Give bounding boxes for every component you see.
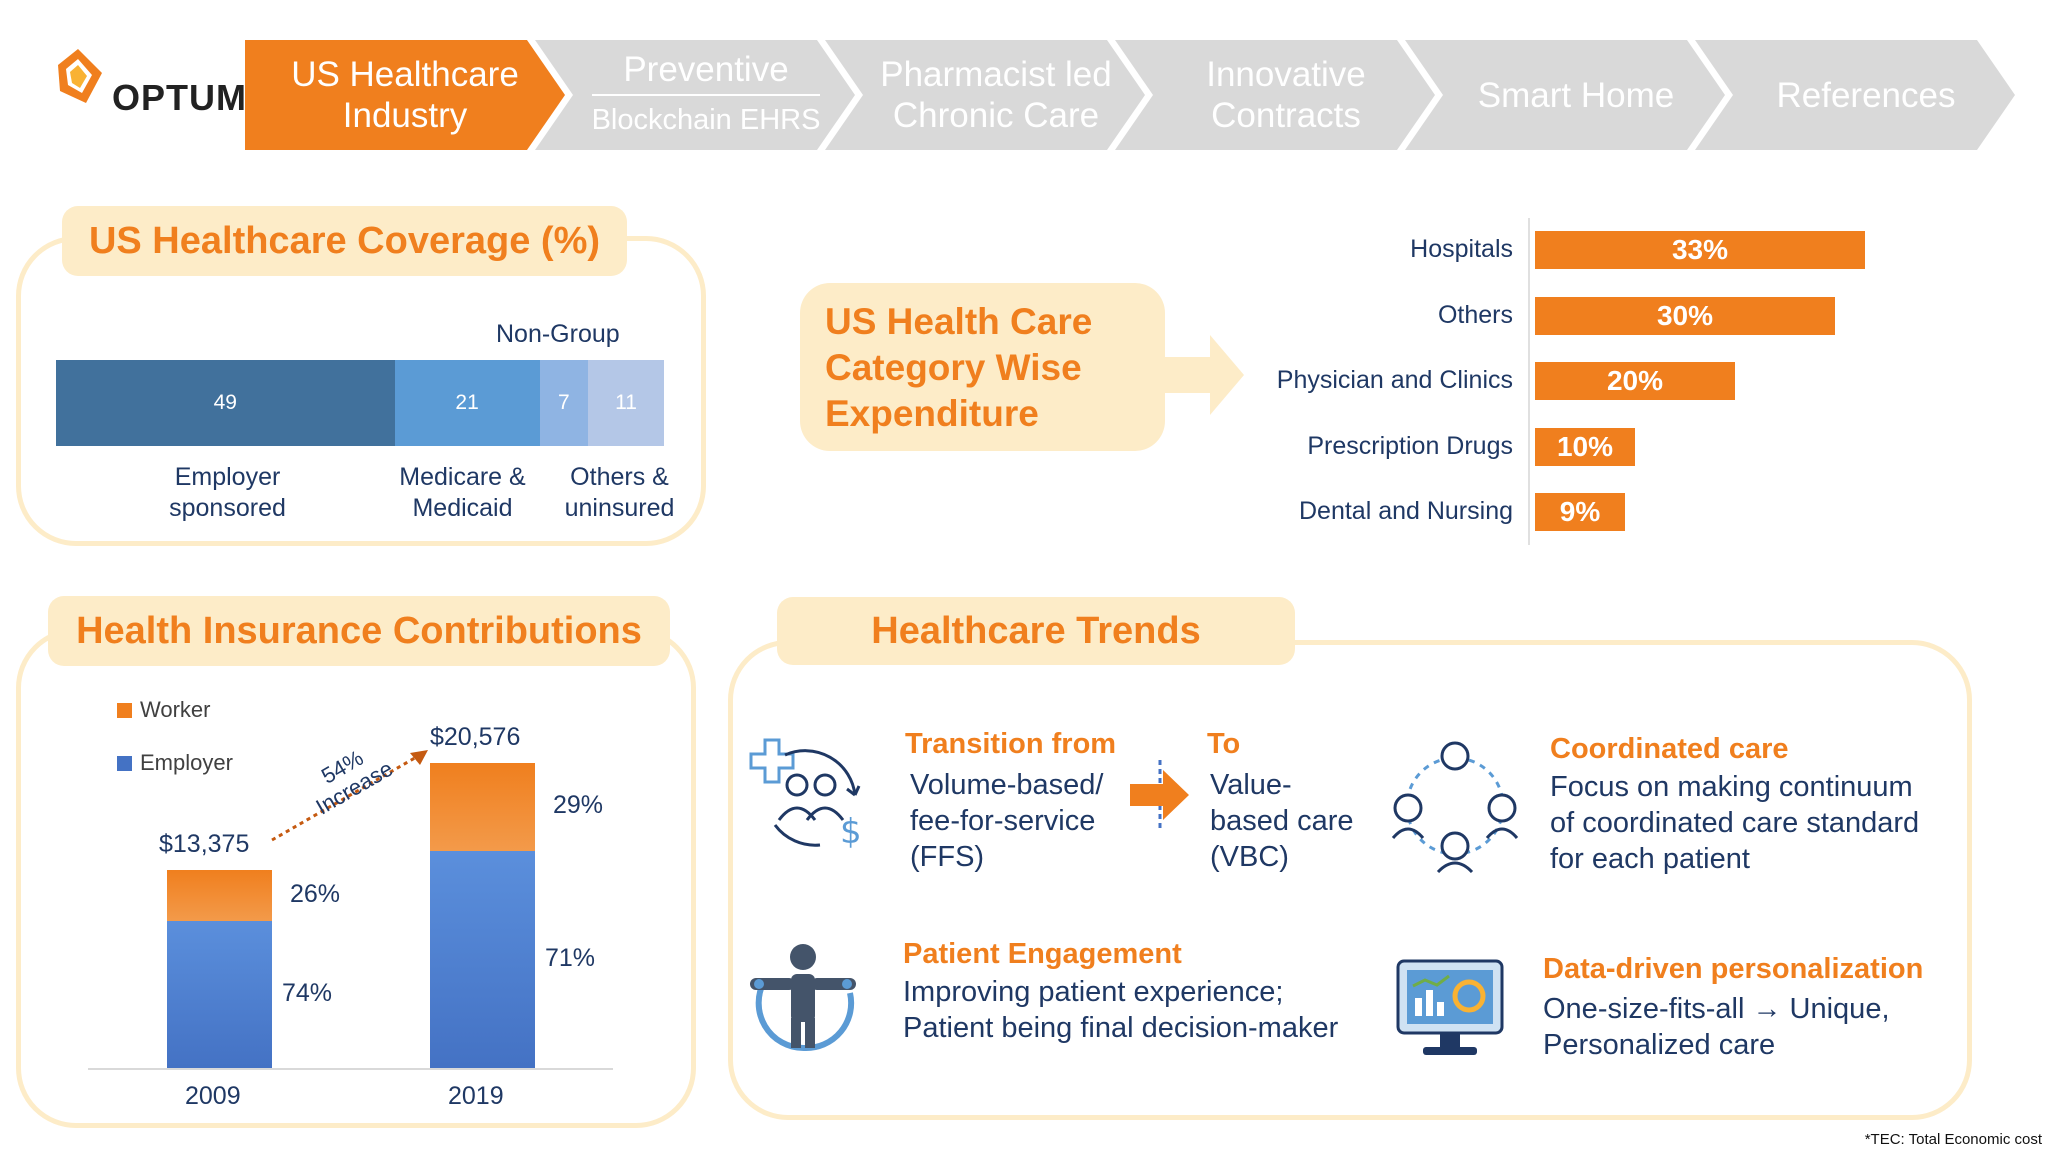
trends-title: Healthcare Trends — [777, 597, 1295, 665]
coverage-label-medicare: Medicare & Medicaid — [399, 463, 526, 522]
chart-baseline — [88, 1068, 613, 1070]
nav-chevron-shape — [1115, 40, 1435, 150]
nav-label-line1: US Healthcare — [291, 55, 519, 94]
nav-label-line1: Preventive — [623, 50, 789, 89]
nav-chevron-4[interactable]: Smart Home — [1405, 40, 1725, 150]
patient-doctor-cycle-icon: $ — [749, 738, 862, 850]
expenditure-bar: 20% — [1535, 362, 1735, 400]
expenditure-bar: 9% — [1535, 493, 1625, 531]
nav-label: Smart Home — [1457, 40, 1695, 150]
coverage-title: US Healthcare Coverage (%) — [62, 206, 627, 276]
expenditure-bar: 30% — [1535, 296, 1835, 335]
expenditure-category-label: Prescription Drugs — [1307, 431, 1513, 460]
legend-worker-swatch — [117, 702, 132, 718]
footnote: *TEC: Total Economic cost — [1864, 1131, 2042, 1148]
expenditure-bar: 33% — [1535, 231, 1865, 269]
personalization-heading: Data-driven personalization — [1543, 953, 1924, 985]
total-label-2009: $13,375 — [159, 829, 250, 858]
employer-pct-2019: 71% — [545, 943, 596, 972]
nav-label: Preventive Blockchain EHRS — [587, 40, 825, 150]
coverage-label-others: Others & uninsured — [564, 463, 675, 522]
coverage-label-employer: Employer sponsored — [169, 463, 286, 522]
nav-label-line2: Contracts — [1211, 96, 1361, 135]
non-group-label: Non-Group — [496, 320, 620, 348]
svg-text:$: $ — [840, 812, 862, 850]
nav-label-line2: Blockchain EHRS — [591, 94, 821, 141]
patient-engagement-text: Improving patient experience; Patient bei… — [903, 976, 1339, 1044]
expenditure-category-label: Others — [1437, 300, 1513, 329]
nav-label-line1: Innovative — [1206, 55, 1366, 94]
brand-name: OPTUM™ — [112, 77, 256, 118]
worker-bar-2009 — [167, 869, 272, 922]
nav-chevron-2[interactable]: Pharmacist led Chronic Care — [825, 40, 1145, 150]
expenditure-callout: US Health Care Category Wise Expenditure — [800, 283, 1165, 451]
nav-label: Innovative Contracts — [1167, 40, 1405, 150]
nav-chevron-shape — [825, 40, 1145, 150]
nav-chevron-shape — [245, 40, 565, 150]
optum-logo-icon — [58, 49, 102, 103]
expenditure-callout-line3: Expenditure — [825, 393, 1039, 434]
expenditure-category-label: Hospitals — [1410, 235, 1513, 263]
expenditure-callout-line2: Category Wise — [825, 347, 1082, 388]
legend-worker: Worker — [117, 697, 211, 723]
transition-from-heading: Transition from — [905, 728, 1117, 760]
coordinated-care-heading: Coordinated care — [1550, 733, 1789, 765]
nav-chevron-3[interactable]: Innovative Contracts — [1115, 40, 1435, 150]
year-label-2019: 2019 — [448, 1082, 504, 1110]
transition-to-text: Value-based care (VBC) — [1210, 769, 1354, 873]
personalization-text: One-size-fits-all → Unique, Personalized … — [1543, 993, 1890, 1061]
contributions-title: Health Insurance Contributions — [48, 596, 670, 666]
expenditure-category-label: Dental and Nursing — [1298, 497, 1513, 525]
care-team-circle-icon — [1391, 741, 1519, 873]
coverage-segment-1: 21 — [394, 360, 540, 446]
transition-to-heading: To — [1207, 728, 1241, 760]
employer-bar-2009 — [167, 921, 272, 1068]
coordinated-care-text: Focus on making continuum of coordinated … — [1550, 771, 1920, 875]
employer-pct-2009: 74% — [282, 978, 333, 1007]
year-label-2009: 2009 — [185, 1082, 241, 1110]
total-label-2019: $20,576 — [430, 723, 521, 751]
coverage-segment-0: 49 — [56, 360, 395, 446]
nav-chevron-5[interactable]: References — [1695, 40, 2015, 150]
nav-label: References — [1747, 40, 1985, 150]
nav-label-line2: Chronic Care — [892, 96, 1100, 135]
optum-logo: OPTUM™ — [50, 45, 270, 125]
expenditure-callout-line1: US Health Care — [825, 301, 1093, 342]
coverage-segment-2: 7 — [539, 360, 588, 446]
expenditure-bar: 10% — [1535, 427, 1635, 466]
trends-panel — [728, 640, 1972, 1120]
coverage-segment-3: 11 — [588, 360, 664, 446]
increase-arrow-icon — [271, 750, 428, 842]
nav-label: US Healthcare Industry — [275, 40, 535, 150]
legend-employer-swatch — [117, 755, 132, 771]
transition-arrow-icon — [1130, 760, 1189, 828]
data-analytics-monitor-icon — [1396, 959, 1504, 1055]
employer-bar-2019 — [430, 851, 535, 1068]
expenditure-axis-line — [1528, 218, 1530, 545]
nav-chevron-shape — [1695, 40, 2015, 150]
nav-label: Pharmacist led Chronic Care — [877, 40, 1115, 150]
nav-label-line2: Industry — [342, 96, 468, 135]
worker-bar-2019 — [430, 763, 535, 852]
transition-from-text: Volume-based/fee-for-service (FFS) — [910, 769, 1104, 873]
expenditure-category-label: Physician and Clinics — [1276, 366, 1513, 394]
nav-chevron-0[interactable]: US Healthcare Industry — [245, 40, 565, 150]
nav-label-line1: References — [1776, 75, 1956, 115]
legend-employer: Employer — [117, 750, 233, 776]
nav-label-line1: Smart Home — [1477, 75, 1675, 115]
callout-arrow-icon — [1160, 335, 1244, 415]
nav-chevron-1[interactable]: Preventive Blockchain EHRS — [535, 40, 855, 150]
worker-pct-2009: 26% — [290, 879, 341, 908]
nav-label-line1: Pharmacist led — [880, 55, 1112, 94]
patient-engagement-heading: Patient Engagement — [903, 938, 1182, 970]
nav-chevron-shape — [1405, 40, 1725, 150]
patient-engagement-icon — [750, 944, 856, 1052]
worker-pct-2019: 29% — [553, 791, 604, 820]
